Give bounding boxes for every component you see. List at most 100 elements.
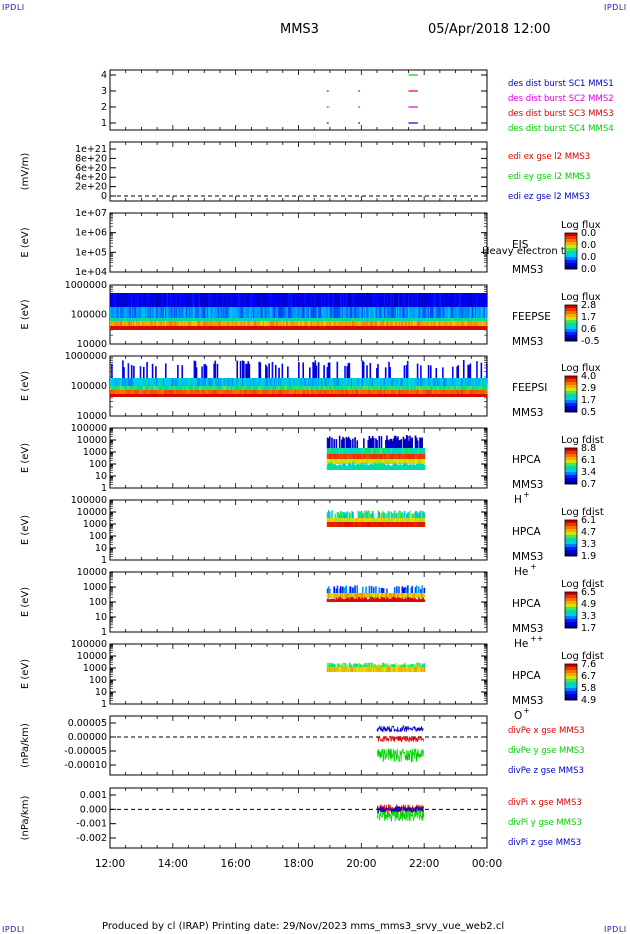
spectrogram-cell <box>399 518 401 522</box>
spectrogram-cell <box>126 307 129 318</box>
spectrogram-cell <box>197 293 200 307</box>
spectrogram-cell <box>315 318 318 321</box>
spectrogram-cell <box>467 386 469 390</box>
spectrogram-cell <box>475 378 477 386</box>
spectrogram-cell <box>158 326 160 330</box>
spectrogram-cell <box>251 318 254 321</box>
spectrogram-cell <box>266 390 268 394</box>
spectrogram-cell <box>339 318 342 321</box>
spectrogram-cell <box>150 386 153 390</box>
spectrogram-cell <box>393 448 396 454</box>
spectrogram-cell <box>167 321 169 326</box>
spectrogram-cell <box>388 390 390 394</box>
spectrogram-cell <box>384 321 387 326</box>
spectrogram-cell <box>417 307 420 318</box>
spectrogram-cell <box>191 321 193 326</box>
spectrogram-cell <box>157 390 159 394</box>
spectrogram-cell <box>449 321 452 326</box>
spectrogram-cell <box>410 321 412 326</box>
spectrogram-cell <box>120 386 123 390</box>
spectrogram-cell <box>461 321 464 326</box>
spectrogram-cell <box>425 394 428 397</box>
colorbar-tick-label: 0.0 <box>581 264 596 275</box>
spectrogram-cell <box>328 593 331 598</box>
y-tick-label: 1000 <box>83 519 107 530</box>
spectrogram-cell <box>480 390 483 394</box>
spectrogram-cell <box>389 390 391 394</box>
spectrogram-cell <box>359 394 362 397</box>
spectrogram-cell <box>333 448 335 454</box>
spectrogram-cell <box>135 307 137 318</box>
spectrogram-cell <box>299 318 301 321</box>
spectrogram-cell <box>380 593 383 598</box>
spectrogram-cell <box>431 326 433 330</box>
spectrogram-cell <box>113 394 115 397</box>
spectrogram-cell <box>158 307 160 318</box>
spectrogram-cell <box>255 293 257 307</box>
spectrogram-cell <box>324 293 327 307</box>
spectrogram-cell <box>284 321 287 326</box>
spectrogram-cell <box>411 307 413 318</box>
spectrogram-cell <box>399 510 401 518</box>
spectrogram-cell <box>200 326 202 330</box>
spectrogram-cell <box>406 378 409 386</box>
spectrogram-cell <box>244 326 246 330</box>
spectrogram-cell <box>332 522 334 527</box>
spectrogram-cell <box>428 378 431 386</box>
spectrogram-cell <box>244 321 246 326</box>
spectrogram-cell <box>235 378 237 386</box>
spectrogram-cell <box>445 394 447 397</box>
spectrogram-cell <box>334 326 336 330</box>
colorbar-swatch <box>565 403 577 407</box>
spectrogram-cell <box>250 390 253 394</box>
spectrogram-cell <box>486 321 488 326</box>
spectrogram-cell <box>377 522 379 527</box>
spectrogram-cell <box>450 326 453 330</box>
spectrogram-cell <box>379 390 381 394</box>
spectrogram-cell <box>111 386 113 390</box>
spectrogram-cell <box>445 321 447 326</box>
spectrogram-cell <box>412 326 414 330</box>
spectrogram-cell <box>310 307 312 318</box>
spectrogram-cell <box>155 321 157 326</box>
spectrogram-cell <box>238 378 241 386</box>
spectrogram-cell <box>370 394 373 397</box>
spectrogram-cell <box>467 394 469 397</box>
spectrogram-cell <box>419 522 421 527</box>
spectrogram-cell <box>250 326 253 330</box>
spectrogram-cell <box>185 318 188 321</box>
spectrogram-cell <box>160 307 163 318</box>
spectrogram-cell <box>370 326 373 330</box>
spectrogram-cell <box>175 293 178 307</box>
spectrogram-cell <box>244 293 246 307</box>
spectrogram-cell <box>387 394 389 397</box>
spectrogram-cell <box>406 360 409 384</box>
spectrogram-cell <box>468 394 471 397</box>
spectrogram-cell <box>484 326 487 330</box>
spectrogram-cell <box>194 390 197 394</box>
spectrogram-cell <box>327 318 330 321</box>
colorbar-swatch <box>565 619 577 623</box>
spectrogram-cell <box>455 326 457 330</box>
spectrogram-cell <box>456 321 458 326</box>
spectrogram-cell <box>384 326 387 330</box>
spectrogram-cell <box>301 394 303 397</box>
spectrogram-cell <box>197 378 200 386</box>
spectrogram-cell <box>179 394 181 397</box>
spectrogram-cell <box>212 318 214 321</box>
spectrogram-cell <box>239 390 242 394</box>
spectrogram-cell <box>349 390 352 394</box>
spectrogram-cell <box>394 462 397 470</box>
spectrogram-cell <box>215 394 218 397</box>
spectrogram-cell <box>381 463 384 470</box>
spectrogram-cell <box>140 394 143 397</box>
spectrogram-cell <box>327 378 330 386</box>
spectrogram-cell <box>434 321 436 326</box>
spectrogram-cell <box>326 394 329 397</box>
spectrogram-cell <box>172 390 175 394</box>
spectrogram-cell <box>366 518 368 522</box>
spectrogram-cell <box>145 321 147 326</box>
spectrogram-cell <box>381 390 384 394</box>
spectrogram-cell <box>461 378 464 386</box>
spectrogram-cell <box>316 293 319 307</box>
